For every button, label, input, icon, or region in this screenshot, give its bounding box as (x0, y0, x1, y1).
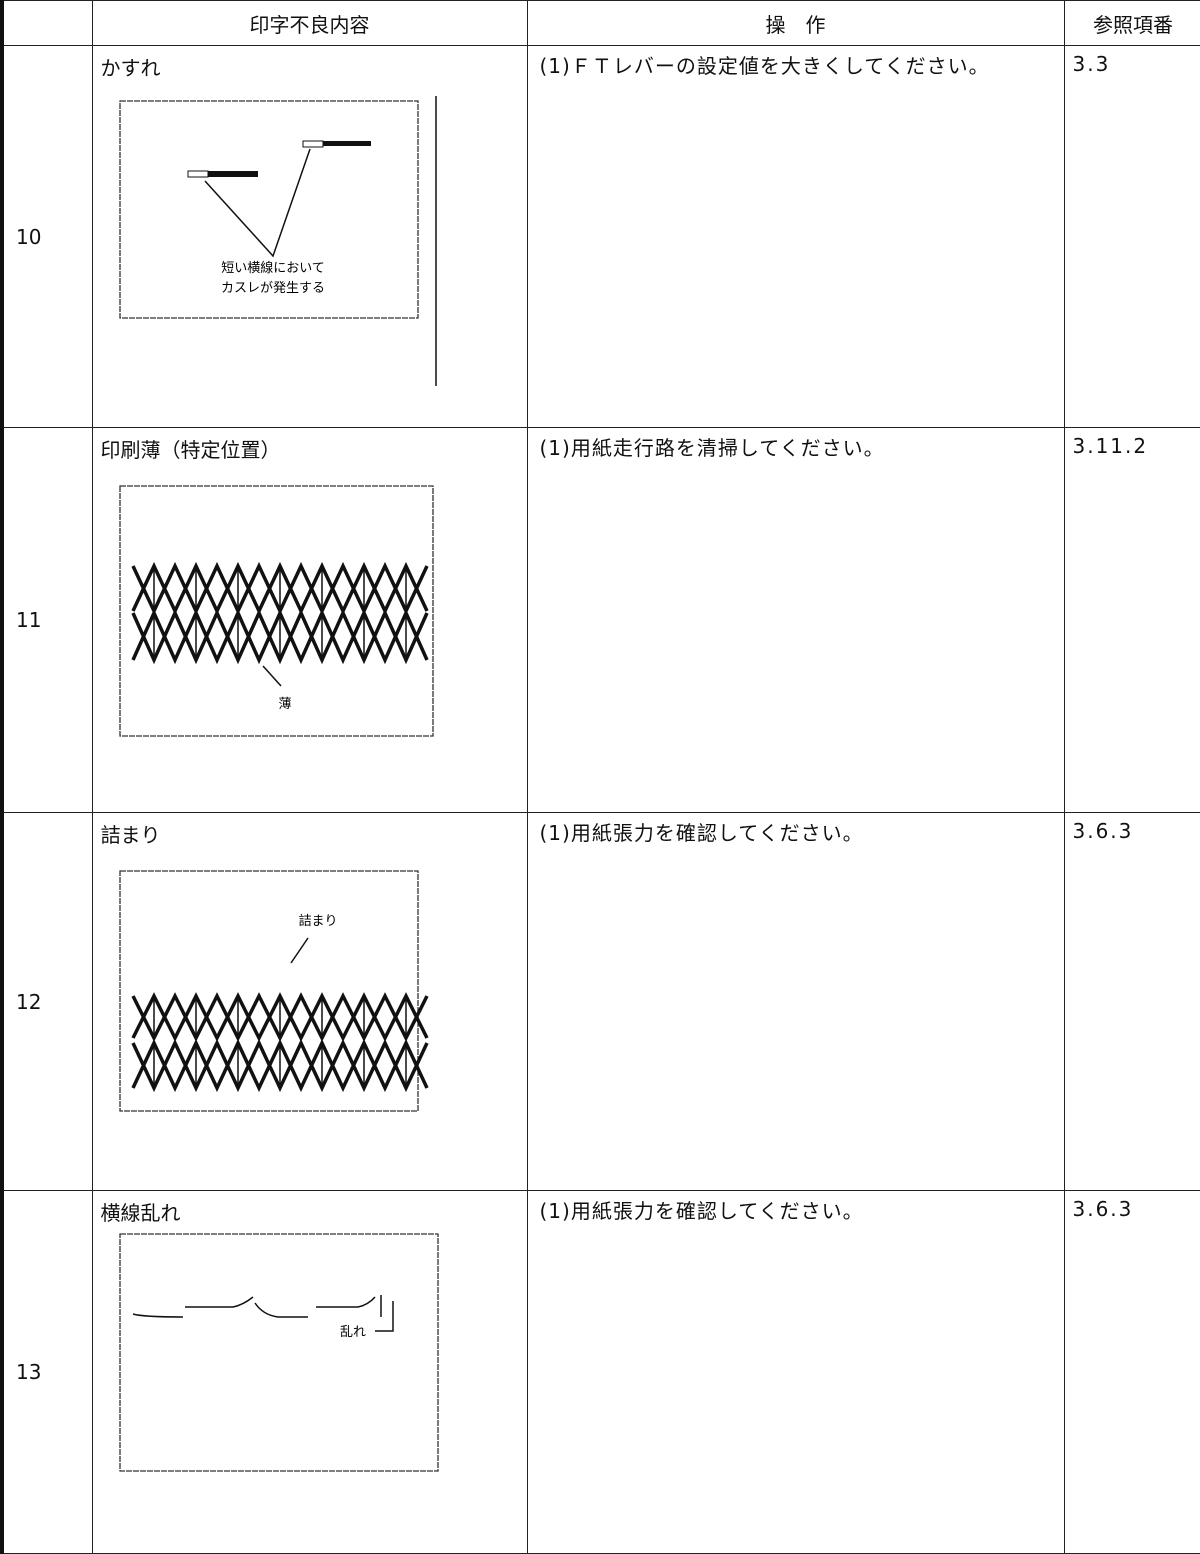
defect-name: 印刷薄（特定位置） (100, 438, 281, 462)
pointer (289, 937, 309, 964)
bar-faint (302, 140, 323, 148)
defect-name: かすれ (100, 56, 161, 80)
figure: 短い横線において カスレが発生する (118, 96, 437, 386)
wavy-line (132, 1296, 376, 1318)
figure-frame (118, 1233, 439, 1472)
figure: 薄 (118, 485, 434, 737)
bar (322, 141, 371, 146)
pattern-stroke (152, 617, 407, 656)
figure: 詰まり (118, 870, 429, 1112)
row-number: 10 (0, 45, 93, 428)
header-row: 印字不良内容 操 作 参照項番 (0, 0, 1200, 46)
defect-cell: かすれ 短い横線において カスレが発生する (91, 45, 528, 428)
figure-label: カスレが発生する (220, 281, 324, 296)
pattern-stroke (130, 992, 429, 1042)
operation: (1)用紙張力を確認してください。 (526, 1190, 1065, 1554)
row: 10 かすれ 短い横線において カスレが発生する (1)ＦＴレバーの設定値を大き… (0, 45, 1200, 428)
pattern (130, 992, 429, 1042)
operation: (1)用紙走行路を清掃してください。 (526, 427, 1065, 813)
pointer (203, 148, 311, 258)
reference: 3.11.2 (1063, 427, 1200, 813)
dimension (374, 1295, 394, 1332)
figure-label: 詰まり (298, 913, 337, 929)
row-number: 11 (0, 427, 93, 813)
pattern (130, 561, 429, 616)
figure: 乱れ (118, 1233, 439, 1472)
pattern-stroke (130, 608, 429, 665)
figure-label: 薄 (278, 697, 291, 712)
defect-cell: 横線乱れ 乱れ (91, 1190, 528, 1554)
defect-name: 横線乱れ (100, 1201, 181, 1225)
operation: (1)用紙張力を確認してください。 (526, 812, 1065, 1191)
figure-frame (118, 870, 419, 1112)
reference: 3.6.3 (1063, 812, 1200, 1191)
defect-cell: 詰まり 詰まり (91, 812, 528, 1191)
operation: (1)ＦＴレバーの設定値を大きくしてください。 (526, 45, 1065, 428)
defect-name: 詰まり (100, 823, 161, 847)
pattern-stroke (130, 1038, 429, 1093)
row: 12 詰まり 詰まり (1)用紙張力を確認してください。 3.6.3 (0, 812, 1200, 1191)
pattern-stroke (152, 1047, 407, 1084)
figure-frame (118, 485, 434, 737)
defect-cell: 印刷薄（特定位置） 薄 (91, 427, 528, 813)
pointer (261, 665, 282, 687)
header-cell: 印字不良内容 (91, 0, 528, 46)
pattern (130, 1038, 429, 1093)
pattern-stroke (152, 1000, 407, 1034)
row: 13 横線乱れ 乱れ (1)用紙張力を確認してください。 3.6.3 (0, 1190, 1200, 1554)
figure-frame (118, 100, 419, 319)
header-cell: 参照項番 (1063, 0, 1200, 46)
reference: 3.6.3 (1063, 1190, 1200, 1554)
figure-label: 短い横線において (221, 260, 325, 276)
bar (207, 171, 258, 177)
row-number: 12 (0, 812, 93, 1191)
pattern-stroke (152, 570, 407, 607)
pattern-stroke (130, 1038, 429, 1093)
pattern-stroke (130, 561, 429, 616)
pattern-stroke (130, 992, 429, 1042)
figure-label: 乱れ (339, 1325, 365, 1340)
row: 11 印刷薄（特定位置） 薄 (1)用紙走行路を清掃してください。 3.11.2 (0, 427, 1200, 813)
bar-faint (187, 170, 208, 178)
pattern (130, 608, 429, 665)
pattern-stroke (130, 608, 429, 665)
header-cell (0, 0, 93, 46)
row-number: 13 (0, 1190, 93, 1554)
header-cell: 操 作 (526, 0, 1065, 46)
reference: 3.3 (1063, 45, 1200, 428)
